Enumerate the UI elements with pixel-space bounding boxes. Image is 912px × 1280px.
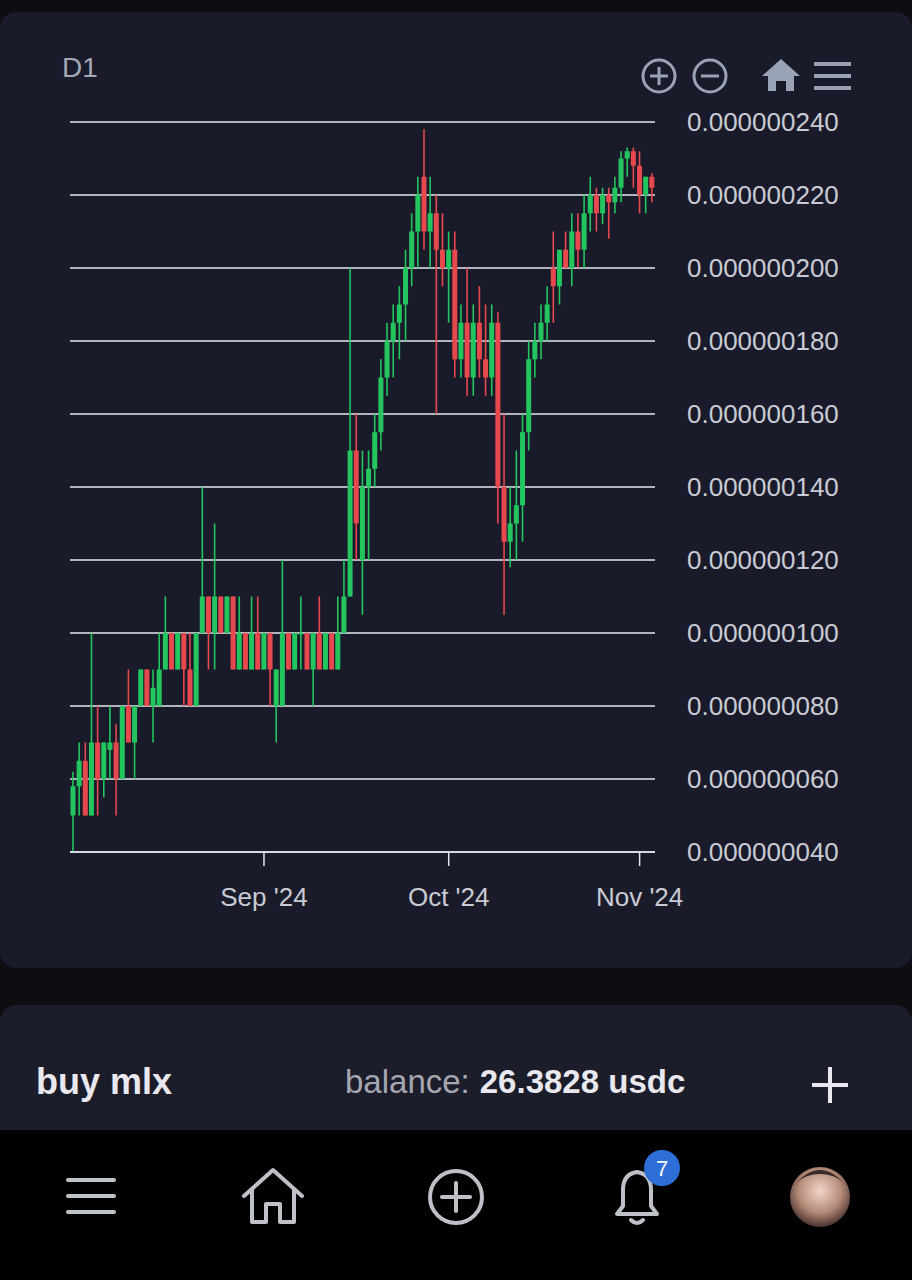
svg-text:0.000000060: 0.000000060 — [687, 764, 839, 794]
svg-text:7: 7 — [656, 1156, 668, 1181]
svg-text:Sep '24: Sep '24 — [220, 882, 307, 912]
svg-text:0.000000160: 0.000000160 — [687, 399, 839, 429]
html-text:D1: D1 — [62, 52, 98, 83]
svg-text:0.000000120: 0.000000120 — [687, 545, 839, 575]
svg-text:Oct '24: Oct '24 — [408, 882, 490, 912]
svg-text:Nov '24: Nov '24 — [596, 882, 683, 912]
html-text:buy mlx: buy mlx — [36, 1061, 172, 1102]
html-text:balance: 26.3828 usdc: balance: 26.3828 usdc — [345, 1063, 686, 1100]
svg-text:0.000000100: 0.000000100 — [687, 618, 839, 648]
svg-text:0.000000140: 0.000000140 — [687, 472, 839, 502]
svg-text:0.000000180: 0.000000180 — [687, 326, 839, 356]
svg-text:0.000000200: 0.000000200 — [687, 253, 839, 283]
svg-text:0.000000220: 0.000000220 — [687, 180, 839, 210]
svg-text:0.000000040: 0.000000040 — [687, 837, 839, 867]
svg-text:0.000000240: 0.000000240 — [687, 107, 839, 137]
svg-text:0.000000080: 0.000000080 — [687, 691, 839, 721]
